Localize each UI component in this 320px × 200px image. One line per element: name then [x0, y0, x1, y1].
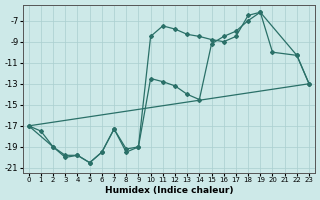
X-axis label: Humidex (Indice chaleur): Humidex (Indice chaleur) [105, 186, 233, 195]
